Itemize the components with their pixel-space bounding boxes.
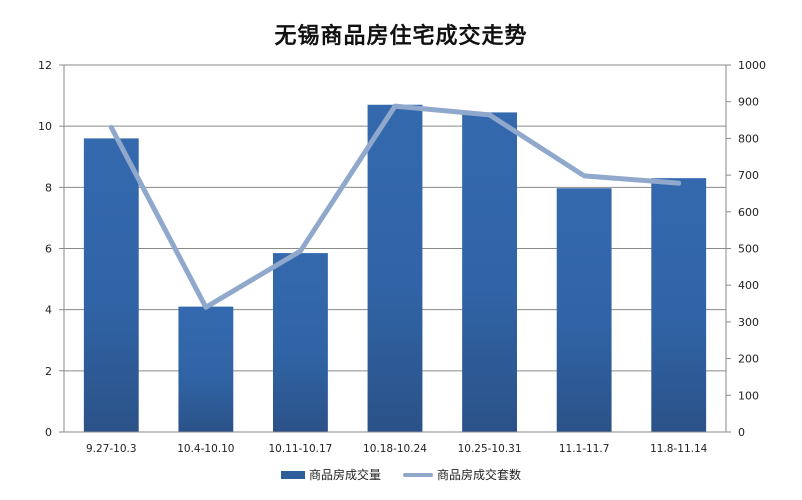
legend: 商品房成交量 商品房成交套数 xyxy=(0,466,802,483)
svg-text:8: 8 xyxy=(45,181,52,194)
svg-text:200: 200 xyxy=(738,353,759,366)
bar-3 xyxy=(273,253,328,432)
chart-title: 无锡商品房住宅成交走势 xyxy=(274,23,528,49)
svg-text:6: 6 xyxy=(45,243,52,256)
bar-series xyxy=(83,104,707,432)
left-axis-labels: 0 2 4 6 8 10 12 xyxy=(38,59,64,439)
trend-line xyxy=(108,103,682,310)
svg-text:600: 600 xyxy=(738,206,759,219)
bar-2 xyxy=(178,306,234,432)
svg-text:1000: 1000 xyxy=(738,59,766,72)
right-axis-labels: 0 100 200 300 400 500 600 700 800 900 1000 xyxy=(726,59,766,439)
svg-text:500: 500 xyxy=(738,243,759,256)
legend-item-line: 商品房成交套数 xyxy=(403,466,521,483)
legend-bar-label: 商品房成交量 xyxy=(308,468,381,482)
svg-text:9.27-10.3: 9.27-10.3 xyxy=(86,443,137,455)
svg-text:2: 2 xyxy=(45,365,52,378)
svg-text:11.1-11.7: 11.1-11.7 xyxy=(559,443,610,455)
svg-text:700: 700 xyxy=(738,169,759,182)
category-axis-labels: 9.27-10.3 10.4-10.10 10.11-10.17 10.18-10.2… xyxy=(86,443,708,455)
svg-text:800: 800 xyxy=(738,132,759,145)
svg-text:0: 0 xyxy=(45,426,52,439)
svg-text:4: 4 xyxy=(45,304,52,317)
svg-text:10.18-10.24: 10.18-10.24 xyxy=(363,443,427,455)
svg-text:12: 12 xyxy=(38,59,52,72)
legend-line-label: 商品房成交套数 xyxy=(437,468,522,482)
svg-text:100: 100 xyxy=(738,389,759,402)
bar-6 xyxy=(556,188,612,432)
svg-text:0: 0 xyxy=(738,426,745,439)
svg-text:11.8-11.14: 11.8-11.14 xyxy=(650,443,708,455)
bar-swatch-icon xyxy=(280,470,305,479)
bar-4 xyxy=(367,104,423,432)
line-swatch-icon xyxy=(403,472,433,477)
svg-text:10.4-10.10: 10.4-10.10 xyxy=(177,443,234,455)
svg-text:10.11-10.17: 10.11-10.17 xyxy=(268,443,332,455)
legend-item-bar: 商品房成交量 xyxy=(280,466,381,483)
bar-5 xyxy=(462,112,517,432)
svg-text:300: 300 xyxy=(738,316,759,329)
bar-1 xyxy=(83,138,139,432)
svg-text:10.25-10.31: 10.25-10.31 xyxy=(458,443,522,455)
bar-7 xyxy=(651,178,707,432)
line-series xyxy=(108,103,682,310)
svg-text:10: 10 xyxy=(38,120,52,133)
svg-text:400: 400 xyxy=(738,279,759,292)
svg-text:900: 900 xyxy=(738,96,759,109)
